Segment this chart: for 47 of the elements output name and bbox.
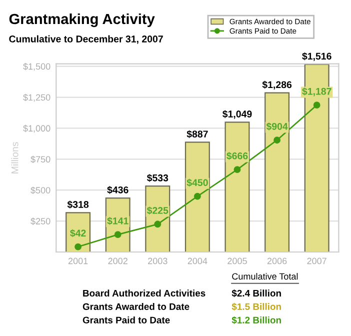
- x-tick-label: 2003: [148, 258, 168, 264]
- x-tick-label: 2001: [68, 258, 88, 264]
- chart-subtitle: Cumulative to December 31, 2007: [9, 35, 163, 44]
- data-label: $436: [107, 186, 128, 194]
- point: [313, 102, 320, 109]
- y-tick-label: $250: [30, 218, 50, 225]
- x-tick-label: 2002: [108, 258, 128, 264]
- y-tick-label: $1,000: [23, 124, 50, 133]
- data-label: $1,049: [222, 110, 252, 119]
- y-tick-label: $1,500: [23, 62, 50, 71]
- x-tick-label: 2006: [267, 258, 287, 264]
- text: Grants Awarded to Date: [82, 303, 190, 310]
- data-label: $887: [186, 130, 208, 138]
- bar: [304, 64, 330, 252]
- bar: [224, 122, 250, 252]
- text: $1.2 Billion: [232, 316, 281, 324]
- point: [194, 192, 201, 200]
- text: Cumulative Total: [232, 272, 298, 280]
- data-label: $318: [67, 200, 89, 209]
- data-label: $42: [70, 229, 86, 238]
- data-label: $1,286: [262, 80, 292, 90]
- bar: [264, 92, 290, 252]
- data-label: $666: [226, 152, 248, 160]
- point: [114, 231, 122, 238]
- y-tick-label: $1,250: [23, 94, 50, 102]
- data-label: $1,516: [302, 52, 332, 62]
- data-label: $904: [266, 122, 288, 130]
- x-tick-label: 2007: [307, 258, 326, 264]
- point: [274, 136, 281, 144]
- data-label: $533: [146, 174, 168, 182]
- point: [74, 243, 82, 250]
- x-tick-label: 2005: [228, 258, 247, 264]
- x-tick-label: 2004: [188, 258, 208, 264]
- text: Grants Paid to Date: [82, 316, 170, 324]
- text: Board Authorized Activities: [83, 290, 206, 297]
- y-tick-label: $750: [30, 156, 50, 164]
- data-label: $225: [146, 206, 168, 215]
- text: $2.4 Billion: [232, 289, 281, 298]
- data-label: $1,187: [302, 87, 332, 96]
- point: [154, 220, 162, 228]
- data-label: $141: [107, 216, 128, 225]
- data-label: $450: [186, 178, 208, 187]
- chart-title: Grantmaking Activity: [9, 13, 155, 28]
- y-tick-label: $500: [30, 186, 50, 194]
- bar: [184, 142, 210, 252]
- point: [234, 166, 241, 174]
- text: $1.5 Billion: [232, 302, 281, 311]
